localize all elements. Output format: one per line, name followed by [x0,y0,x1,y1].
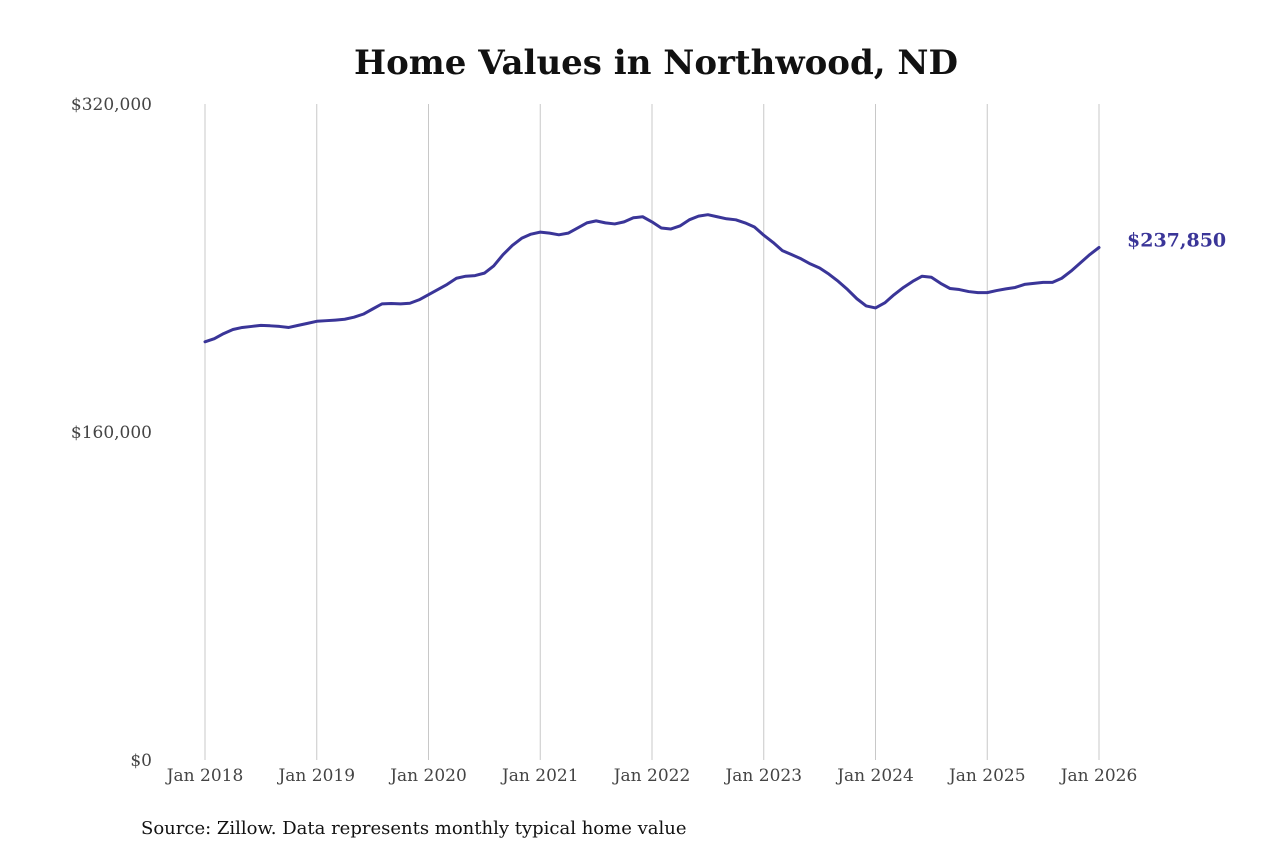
chart-title: Home Values in Northwood, ND [354,43,958,83]
x-tick-label: Jan 2023 [723,766,802,786]
x-tick-label: Jan 2022 [612,766,691,786]
y-axis-ticks: $0 $160,000 $320,000 [71,95,152,771]
grid-lines [204,104,1100,760]
x-tick-label: Jan 2025 [947,766,1026,786]
end-value-label: $237,850 [1127,230,1226,252]
x-tick-label: Jan 2018 [165,766,244,786]
y-tick-label: $160,000 [71,423,152,443]
x-tick-label: Jan 2021 [500,766,579,786]
series-layer: $237,850 [203,213,1226,344]
y-tick-label: $0 [130,751,152,771]
source-note: Source: Zillow. Data represents monthly … [141,818,687,839]
x-tick-label: Jan 2020 [388,766,467,786]
series-line [203,213,1101,344]
x-tick-label: Jan 2024 [835,766,914,786]
x-axis-ticks: Jan 2018 Jan 2019 Jan 2020 Jan 2021 Jan 2022… [165,766,1138,786]
x-tick-label: Jan 2026 [1059,766,1138,786]
y-tick-label: $320,000 [71,95,152,115]
x-tick-label: Jan 2019 [276,766,355,786]
